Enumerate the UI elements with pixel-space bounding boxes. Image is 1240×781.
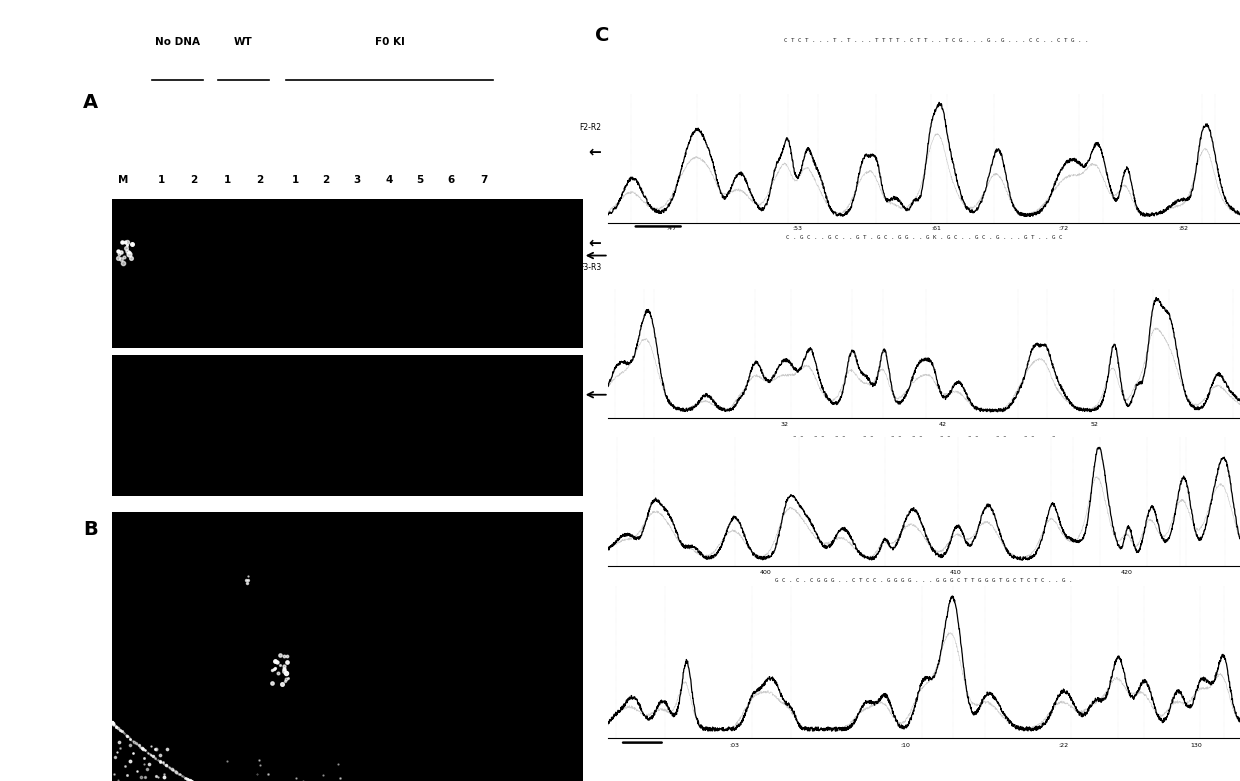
Text: 7: 7 [480,175,487,185]
Text: G C   G C . G C . . G C . . G C   G C . . G C . . G C . . G C . . G C . . G: G C G C . G C . . G C . . G C G C . . G … [792,436,1055,441]
Text: WT: WT [234,37,253,48]
Text: 750 bp: 750 bp [81,461,107,469]
Text: F2-R2: F2-R2 [611,232,634,241]
Text: 4: 4 [386,175,393,185]
Text: C . G C . . G C . . G T . G C . G G . . G K . G C . . G C . G . . . G T . . G C: C . G C . . G C . . G T . G C . G G . . … [786,236,1061,241]
Text: 1000bp: 1000bp [78,287,107,296]
Text: 2: 2 [257,175,264,185]
Text: A: A [83,93,98,112]
Text: :47: :47 [666,226,676,231]
Text: 1: 1 [223,175,231,185]
Text: 410: 410 [950,570,961,575]
Text: ←: ← [589,144,601,159]
Text: G C . C . C G G G . . C T C C . G G G G . . . G G G C T T G G G T G C T C T C . : G C . C . C G G G . . C T C C . G G G G … [775,578,1073,583]
Text: 420: 420 [1120,570,1132,575]
Text: :22: :22 [1058,743,1068,747]
Text: :10: :10 [900,743,910,747]
Text: 2: 2 [191,175,197,185]
Text: 2: 2 [322,175,330,185]
Text: 2000 bp: 2000 bp [76,390,107,399]
Text: M: M [118,175,129,185]
Text: F0 KI: F0 KI [374,37,404,48]
Text: 3: 3 [353,175,361,185]
Text: F3-R3: F3-R3 [579,262,601,272]
Text: :53: :53 [792,226,802,231]
Text: 1: 1 [157,175,165,185]
Text: :61: :61 [931,226,941,231]
Text: 1000bp: 1000bp [78,438,107,447]
Text: 32: 32 [781,422,789,426]
Text: :72: :72 [1058,226,1068,231]
Text: a. Left arm sequence: a. Left arm sequence [866,259,982,269]
Text: ←: ← [589,236,601,251]
Text: 6: 6 [448,175,455,185]
Text: 42: 42 [939,422,947,426]
Text: 52: 52 [1091,422,1099,426]
Text: 5: 5 [417,175,424,185]
Text: 750 bp: 750 bp [81,310,107,319]
Text: No DNA: No DNA [155,37,200,48]
Text: 400: 400 [760,570,771,575]
Text: B: B [83,519,98,539]
Text: 2000 bp: 2000 bp [76,251,107,260]
Text: :03: :03 [729,743,739,747]
Text: C T C T . . . T . T . . . T T T T . C T T . . T C G . . . G . G . . . C C . . C : C T C T . . . T . T . . . T T T T . C T … [784,38,1089,43]
Text: :82: :82 [1178,226,1188,231]
Text: F3-R3: F3-R3 [611,376,634,385]
Text: 1: 1 [291,175,299,185]
Text: b. CAG repeats 140Q: b. CAG repeats 140Q [867,602,981,612]
Text: C: C [595,27,609,45]
Text: F2-R2: F2-R2 [579,123,601,132]
Text: 130: 130 [1190,743,1202,747]
